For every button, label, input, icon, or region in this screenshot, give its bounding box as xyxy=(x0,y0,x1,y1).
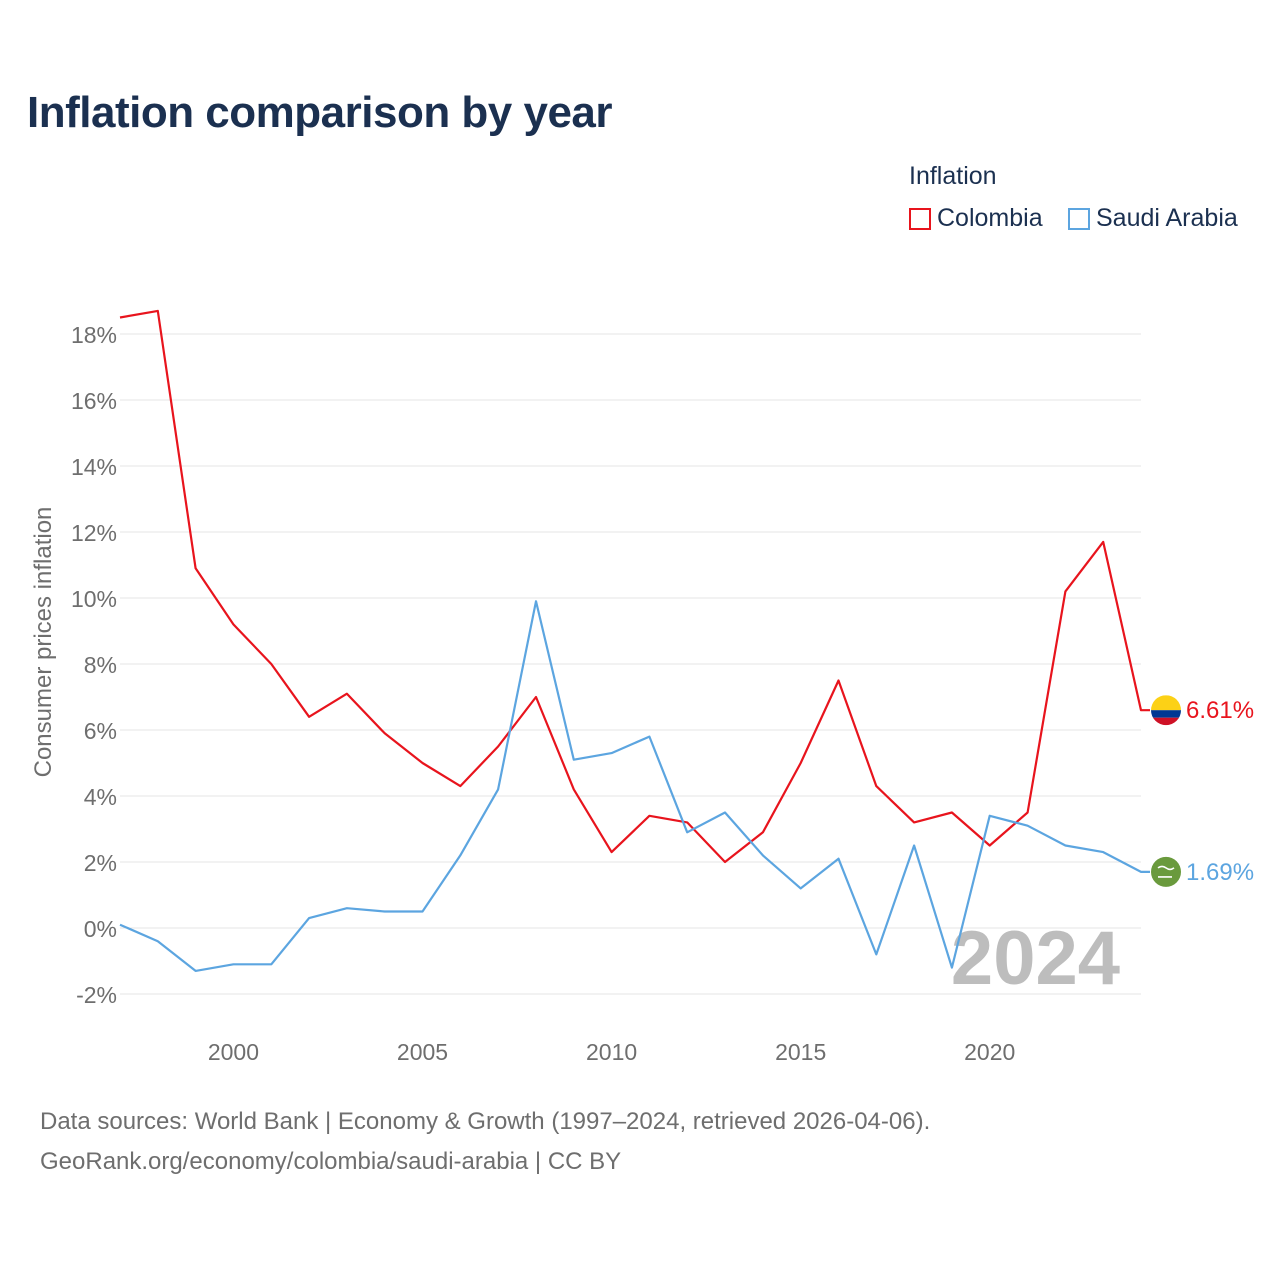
legend-swatch-saudi-arabia xyxy=(1068,207,1090,230)
saudi-arabia-flag xyxy=(1151,856,1181,887)
y-tick-label: 8% xyxy=(84,652,117,678)
y-tick-label: 6% xyxy=(84,718,117,744)
footer-sources: Data sources: World Bank | Economy & Gro… xyxy=(40,1108,931,1135)
x-tick-label: 2020 xyxy=(964,1039,1015,1065)
x-axis-ticks: 2000 2005 2010 2015 2020 xyxy=(208,1039,1015,1065)
series-lines xyxy=(119,309,1150,973)
y-tick-label: 10% xyxy=(71,586,117,612)
series-line-colombia[interactable] xyxy=(119,309,1150,864)
y-axis-label: Consumer prices inflation xyxy=(30,507,57,778)
end-labels: 6.61% 1.69% xyxy=(1151,695,1254,887)
legend-title: Inflation xyxy=(909,162,997,190)
x-tick-label: 2000 xyxy=(208,1039,259,1065)
series-line-saudi-arabia[interactable] xyxy=(119,600,1150,973)
legend-swatch-colombia xyxy=(909,207,931,230)
chart-title: Inflation comparison by year xyxy=(27,88,613,137)
legend-item-colombia[interactable]: Colombia xyxy=(909,204,1043,233)
y-tick-label: 12% xyxy=(71,520,117,546)
footer-link[interactable]: GeoRank.org/economy/colombia/saudi-arabi… xyxy=(40,1148,622,1175)
x-tick-label: 2015 xyxy=(775,1039,826,1065)
x-tick-label: 2005 xyxy=(397,1039,448,1065)
y-tick-label: -2% xyxy=(76,982,117,1008)
y-tick-label: 4% xyxy=(84,784,117,810)
y-axis-ticks: -2% 0% 2% 4% 6% 8% 10% 12% 14% 16% 18% xyxy=(71,322,117,1008)
end-label-colombia: 6.61% xyxy=(1186,697,1254,724)
y-tick-label: 14% xyxy=(71,454,117,480)
end-label-saudi-arabia: 1.69% xyxy=(1186,859,1254,886)
grid-lines xyxy=(120,333,1141,995)
y-tick-label: 16% xyxy=(71,388,117,414)
legend-item-saudi-arabia[interactable]: Saudi Arabia xyxy=(1068,204,1238,233)
legend-label-colombia: Colombia xyxy=(937,204,1043,232)
year-watermark: 2024 xyxy=(951,916,1120,1001)
colombia-flag xyxy=(1151,695,1181,726)
y-tick-label: 2% xyxy=(84,850,117,876)
y-tick-label: 0% xyxy=(84,916,117,942)
legend-label-saudi-arabia: Saudi Arabia xyxy=(1096,204,1238,232)
y-tick-label: 18% xyxy=(71,322,117,348)
x-tick-label: 2010 xyxy=(586,1039,637,1065)
